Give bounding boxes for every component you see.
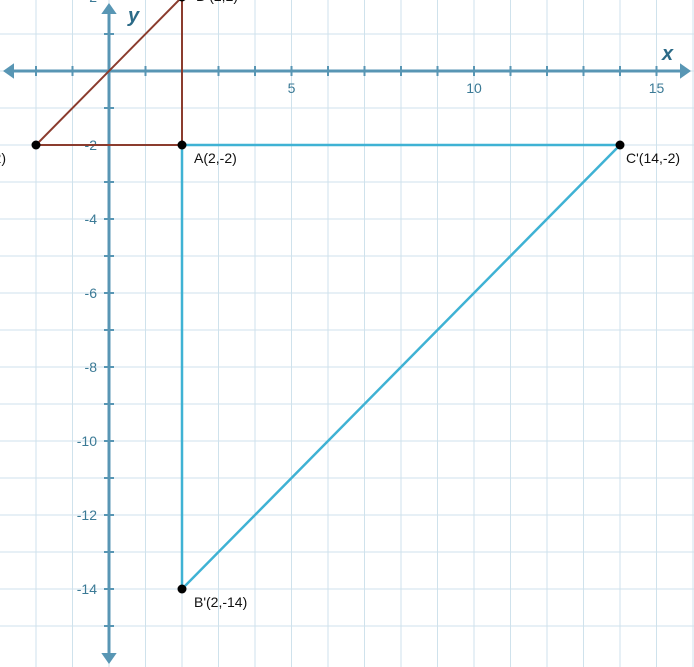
- y-tick-label: 2: [89, 0, 97, 5]
- chart-background: [0, 0, 694, 667]
- vertex-point: [616, 141, 625, 150]
- vertex-label: C'(14,-2): [626, 150, 680, 166]
- vertex-point: [178, 585, 187, 594]
- vertex-label: C (-2,-2): [0, 150, 6, 166]
- x-axis-label: x: [661, 43, 674, 65]
- vertex-point: [178, 141, 187, 150]
- x-tick-label: 10: [466, 80, 482, 96]
- y-tick-label: -12: [77, 507, 97, 523]
- y-tick-label: -14: [77, 581, 97, 597]
- y-tick-label: -6: [85, 285, 98, 301]
- vertex-point: [32, 141, 41, 150]
- y-tick-label: -10: [77, 433, 97, 449]
- y-tick-label: -8: [85, 359, 98, 375]
- y-axis-label: y: [127, 5, 140, 27]
- x-tick-label: 15: [649, 80, 665, 96]
- x-tick-label: 5: [288, 80, 296, 96]
- vertex-label: B'(2,-14): [194, 594, 247, 610]
- vertex-label: A(2,-2): [194, 150, 237, 166]
- vertex-label: B (2,2): [196, 0, 238, 4]
- y-tick-label: -4: [85, 211, 98, 227]
